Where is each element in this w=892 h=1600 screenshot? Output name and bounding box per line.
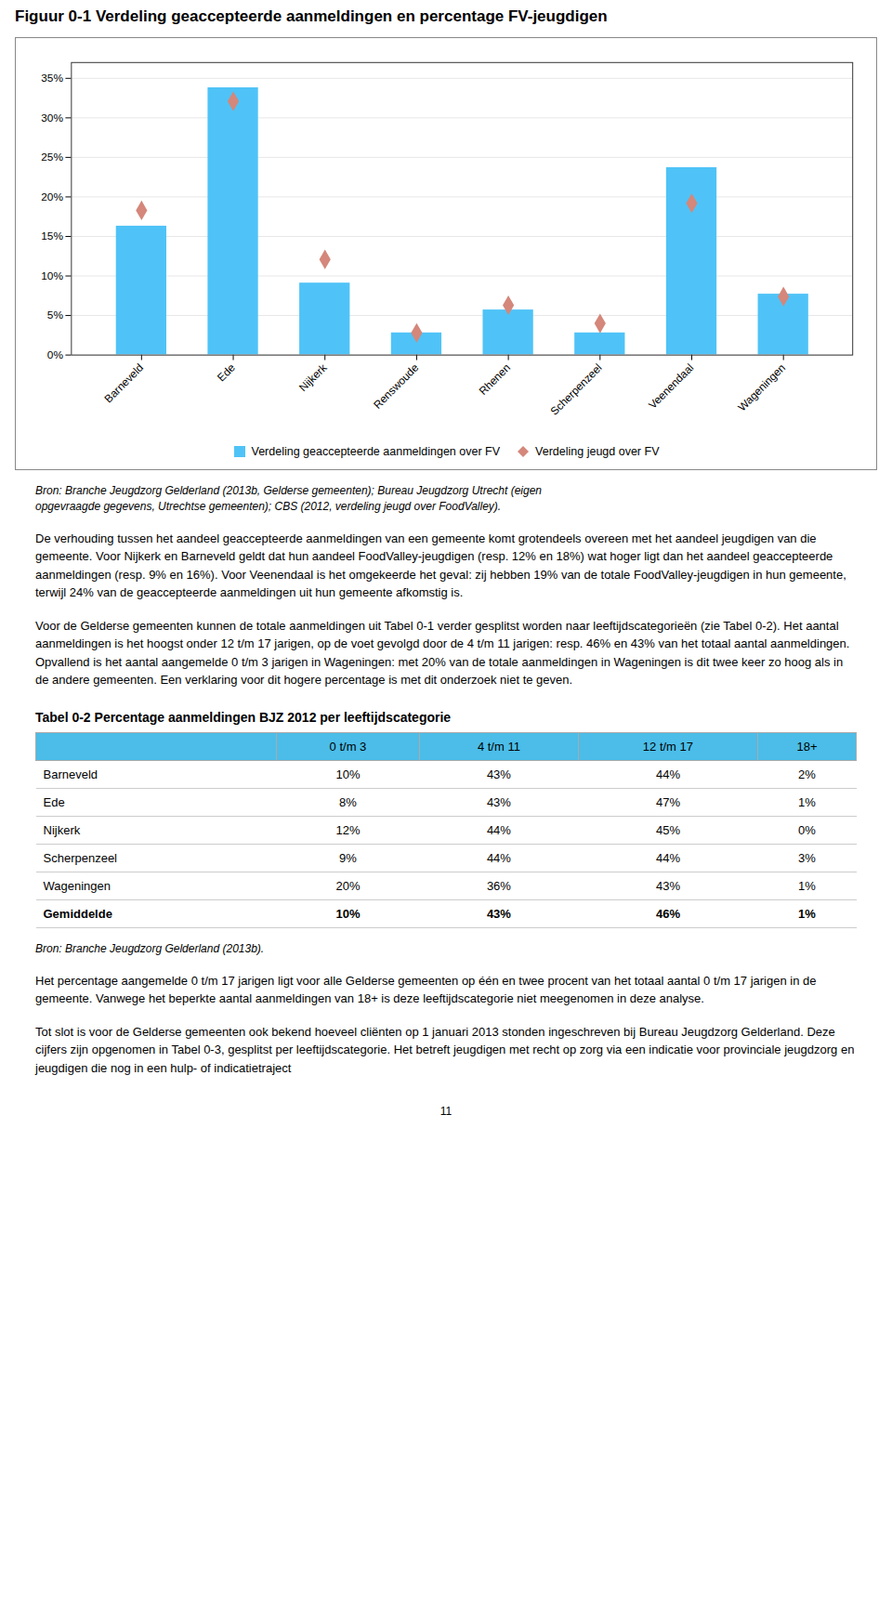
svg-text:Renswoude: Renswoude: [370, 360, 421, 411]
html-text:0%: 0%: [798, 823, 816, 838]
html-text:Ede: Ede: [43, 795, 65, 810]
html-text:Voor de Gelderse gemeenten kun: Voor de Gelderse gemeenten kunnen de tot…: [35, 618, 850, 688]
svg-text:Wageningen: Wageningen: [734, 361, 788, 415]
html-text:Verdeling geaccepteerde aanmel: Verdeling geaccepteerde aanmeldingen ove…: [251, 445, 500, 459]
svg-text:20%: 20%: [40, 190, 64, 204]
html-text:36%: 36%: [486, 878, 511, 893]
svg-text:Scherpenzeel: Scherpenzeel: [548, 361, 605, 419]
svg-text:35%: 35%: [40, 71, 64, 85]
html-text:44%: 44%: [655, 767, 681, 782]
svg-text:Barneveld: Barneveld: [102, 361, 147, 407]
html-text:43%: 43%: [486, 906, 511, 921]
html-text:Het percentage aangemelde 0 t/: Het percentage aangemelde 0 t/m 17 jarig…: [35, 973, 817, 1006]
svg-text:15%: 15%: [40, 229, 64, 243]
html-text:11: 11: [440, 1105, 452, 1119]
html-text:18+: 18+: [796, 739, 818, 754]
svg-text:5%: 5%: [47, 308, 65, 322]
html-text:44%: 44%: [655, 851, 681, 866]
html-text:4 t/m 11: 4 t/m 11: [477, 739, 521, 754]
html-text:3%: 3%: [798, 851, 816, 866]
svg-text:0%: 0%: [47, 348, 65, 362]
svg-text:Rhenen: Rhenen: [476, 361, 513, 398]
html-text:12%: 12%: [335, 823, 361, 838]
svg-text:30%: 30%: [40, 111, 64, 125]
html-text:Barneveld: Barneveld: [43, 767, 98, 782]
html-text:47%: 47%: [655, 795, 681, 810]
html-text:Verdeling jeugd over FV: Verdeling jeugd over FV: [535, 445, 660, 459]
html-text:1%: 1%: [798, 906, 816, 921]
html-text:43%: 43%: [655, 878, 681, 893]
svg-text:25%: 25%: [40, 150, 64, 164]
html-text:44%: 44%: [486, 823, 511, 838]
html-text:10%: 10%: [335, 906, 361, 921]
html-text:Gemiddelde: Gemiddelde: [43, 906, 113, 921]
html-text:44%: 44%: [486, 851, 511, 866]
html-text:Nijkerk: Nijkerk: [43, 823, 81, 838]
svg-text:Ede: Ede: [214, 360, 238, 384]
html-text:43%: 43%: [486, 767, 511, 782]
html-text:Tot slot is voor de Gelderse g: Tot slot is voor de Gelderse gemeenten o…: [35, 1024, 855, 1075]
svg-text:Nijkerk: Nijkerk: [296, 361, 330, 395]
html-text:Figuur 0-1 Verdeling geaccepte: Figuur 0-1 Verdeling geaccepteerde aanme…: [14, 7, 608, 26]
html-text:10%: 10%: [335, 767, 361, 782]
html-text:1%: 1%: [798, 795, 816, 810]
html-text:12 t/m 17: 12 t/m 17: [642, 739, 694, 754]
html-text:Bron: Branche Jeugdzorg Gelder: Bron: Branche Jeugdzorg Gelderland (2013…: [35, 484, 542, 514]
html-text:Bron: Branche Jeugdzorg Gelder: Bron: Branche Jeugdzorg Gelderland (2013…: [35, 942, 265, 956]
html-text:Scherpenzeel: Scherpenzeel: [43, 851, 118, 866]
html-text:20%: 20%: [335, 878, 361, 893]
svg-text:10%: 10%: [40, 269, 64, 283]
html-text:0 t/m 3: 0 t/m 3: [329, 739, 367, 754]
html-text:9%: 9%: [339, 851, 357, 866]
html-text:Tabel 0-2 Percentage aanmeldin: Tabel 0-2 Percentage aanmeldingen BJZ 20…: [35, 709, 451, 725]
html-text:De verhouding tussen het aande: De verhouding tussen het aandeel geaccep…: [35, 531, 847, 600]
svg-text:Veenendaal: Veenendaal: [645, 361, 696, 412]
html-text:1%: 1%: [798, 878, 816, 893]
html-text:45%: 45%: [655, 823, 681, 838]
html-text:43%: 43%: [486, 795, 511, 810]
html-text:8%: 8%: [339, 795, 357, 810]
html-text:46%: 46%: [655, 906, 681, 921]
html-text:2%: 2%: [798, 767, 816, 782]
html-text:Wageningen: Wageningen: [43, 878, 111, 893]
